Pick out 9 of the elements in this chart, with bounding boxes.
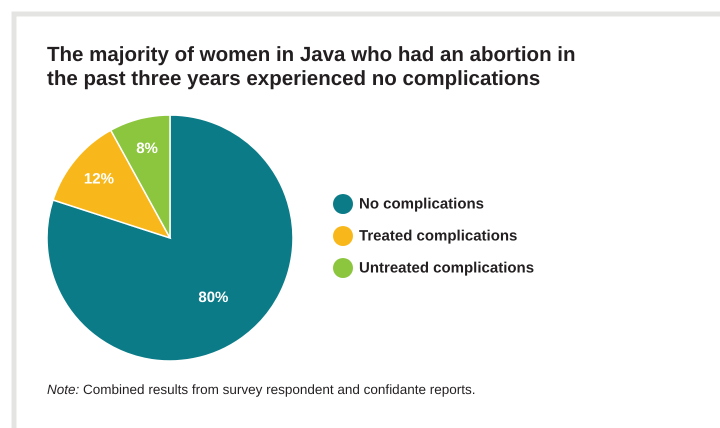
legend-label: No complications xyxy=(359,196,484,212)
data-label: 80% xyxy=(198,289,228,306)
chart-title: The majority of women in Java who had an abortion in the past three years experienced no complications xyxy=(47,43,576,90)
data-label: 8% xyxy=(136,140,158,158)
legend-label: Treated complications xyxy=(359,228,518,244)
legend-label: Untreated complications xyxy=(359,260,534,276)
text: Note: Combined results from survey respondent and confidante reports. xyxy=(47,382,476,397)
data-label: 12% xyxy=(84,170,114,188)
pie-slice xyxy=(46,114,294,362)
